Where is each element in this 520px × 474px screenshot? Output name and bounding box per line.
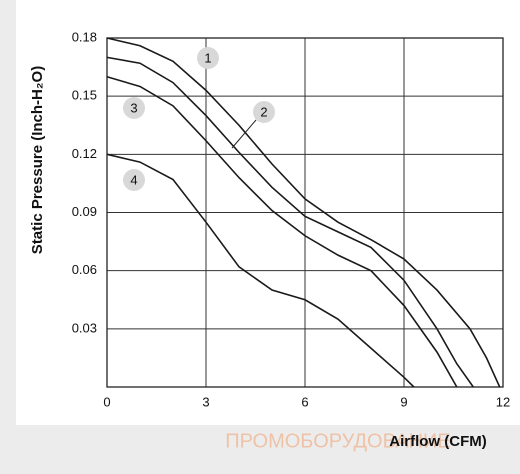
legend-label: 2 xyxy=(260,104,267,119)
leader-line xyxy=(231,119,257,149)
x-tick-label: 6 xyxy=(301,394,308,409)
curve xyxy=(106,153,415,388)
x-tick-label: 3 xyxy=(202,394,209,409)
bottom-band xyxy=(0,425,520,474)
curve xyxy=(106,56,474,388)
watermark: ПРОМОБОРУДОВАНИЕ xyxy=(225,430,451,452)
legend-badge xyxy=(253,101,275,123)
plot-frame xyxy=(106,37,504,388)
x-tick-label: 12 xyxy=(496,394,510,409)
y-tick-label: 0.06 xyxy=(72,262,97,277)
y-tick-label: 0.03 xyxy=(72,320,97,335)
y-tick-label: 0.09 xyxy=(72,204,97,219)
legend-badge xyxy=(123,97,145,119)
left-band xyxy=(0,0,16,474)
legend-label: 1 xyxy=(204,50,211,65)
x-axis-label: Airflow (CFM) xyxy=(389,433,486,450)
x-tick-label: 0 xyxy=(103,394,110,409)
legend-badge xyxy=(123,169,145,191)
y-axis-label: Static Pressure (Inch-H₂O) xyxy=(29,66,46,254)
y-tick-label: 0.15 xyxy=(72,88,97,103)
curve xyxy=(106,37,501,388)
curve xyxy=(106,76,458,388)
legend-label: 4 xyxy=(130,172,137,187)
legend-label: 3 xyxy=(130,100,137,115)
legend-badge xyxy=(197,47,219,69)
y-tick-label: 0.12 xyxy=(72,146,97,161)
y-tick-label: 0.18 xyxy=(72,29,97,44)
x-tick-label: 9 xyxy=(400,394,407,409)
